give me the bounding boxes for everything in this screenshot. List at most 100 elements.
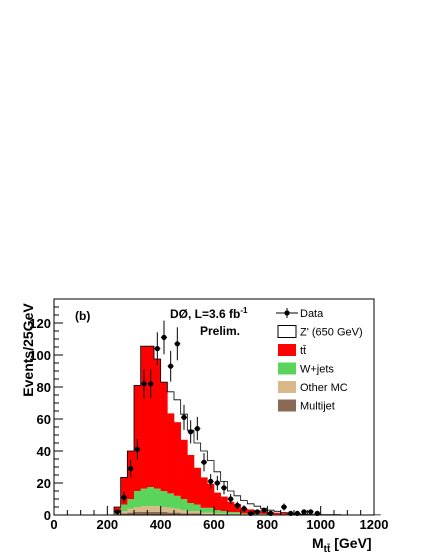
data-point (141, 369, 147, 399)
bar-other-mc (120, 511, 128, 514)
stacked-bars (114, 346, 381, 515)
bar-w-jets (207, 507, 215, 513)
legend-entry: Z' (650 GeV) (277, 325, 363, 339)
x-axis: 0 200 400 600 800 1000 1200 (50, 506, 388, 532)
bar-tt- (174, 422, 181, 496)
bar-tt- (227, 501, 235, 513)
bar-w-jets (194, 504, 201, 511)
legend-entry: Data (276, 308, 324, 320)
bar-other-mc (134, 507, 141, 512)
data-point (201, 453, 207, 472)
bar-other-mc (214, 513, 221, 515)
data-point (234, 501, 241, 510)
y-tick-label: 20 (37, 476, 51, 491)
bar-w-jets (160, 491, 168, 507)
bar-multijet (147, 511, 155, 515)
y-tick-label: 80 (37, 380, 51, 395)
bar-other-mc (227, 513, 235, 515)
data-point (147, 369, 154, 399)
x-tick-label: 1200 (360, 517, 389, 532)
x-tick-label: 200 (96, 517, 118, 532)
bar-multijet (154, 511, 161, 515)
data-point (214, 475, 221, 491)
bar-multijet (180, 513, 188, 515)
legend-label: tt̄ (300, 345, 306, 357)
data-point (241, 505, 247, 512)
bar-w-jets (140, 488, 148, 507)
bar-other-mc (187, 511, 195, 514)
bar-w-jets (147, 487, 155, 507)
y-axis-label: Events/25GeV (20, 303, 36, 397)
bar-tt- (140, 346, 148, 489)
bar-w-jets (214, 510, 221, 514)
bar-tt- (214, 492, 221, 511)
data-point (174, 327, 181, 361)
bar-w-jets (154, 488, 161, 507)
bar-w-jets (220, 511, 228, 514)
bar-tt- (167, 413, 175, 494)
legend-label: Other MC (300, 382, 348, 394)
bar-w-jets (187, 503, 195, 511)
bar-multijet (120, 513, 128, 515)
legend-label: Multijet (300, 401, 335, 413)
bar-tt- (274, 512, 281, 515)
bar-w-jets (180, 499, 188, 511)
panel-label: (b) (75, 309, 90, 323)
bar-other-mc (180, 510, 188, 514)
bar-other-mc (174, 508, 181, 513)
data-point (114, 509, 121, 515)
bar-w-jets (174, 495, 181, 509)
bar-w-jets (134, 491, 141, 507)
data-point (261, 507, 267, 513)
x-tick-label: 1000 (306, 517, 335, 532)
bar-tt- (154, 359, 161, 489)
bar-tt- (180, 439, 188, 499)
x-tick-label: 800 (256, 517, 278, 532)
bar-other-mc (147, 506, 155, 512)
status-label: Prelim. (200, 324, 240, 338)
bar-w-jets (234, 512, 241, 514)
legend-label: W+jets (300, 364, 334, 376)
x-axis-label-unit: [GeV] (330, 535, 371, 551)
y-tick-label: 60 (37, 412, 51, 427)
bar-w-jets (200, 507, 208, 513)
data-point (161, 320, 167, 355)
legend-entry: Multijet (278, 399, 335, 413)
bar-other-mc (194, 511, 201, 514)
data-point (134, 439, 141, 460)
bar-w-jets (120, 504, 128, 511)
bar-multijet (187, 513, 195, 515)
bar-tt- (134, 385, 141, 491)
bar-other-mc (207, 512, 215, 515)
bar-multijet (194, 513, 201, 515)
legend-entry: W+jets (278, 362, 334, 376)
bar-multijet (134, 511, 141, 515)
y-tick-label: 40 (37, 444, 51, 459)
x-axis-label-main: M (312, 535, 324, 551)
bar-multijet (160, 511, 168, 515)
x-tick-label: 400 (150, 517, 172, 532)
data-point (194, 416, 201, 441)
bar-w-jets (167, 493, 175, 508)
x-tick-label: 600 (203, 517, 225, 532)
bar-multijet (127, 512, 135, 515)
bar-other-mc (140, 506, 148, 512)
data-point (207, 474, 214, 489)
bar-multijet (167, 512, 175, 515)
lumi-exponent: -1 (240, 306, 248, 315)
y-tick-label: 120 (29, 316, 51, 331)
bar-w-jets (240, 513, 248, 515)
experiment-text: DØ, L=3.6 fb (170, 307, 240, 321)
legend-label: Z' (650 GeV) (300, 327, 363, 339)
bar-tt- (200, 477, 208, 508)
data-point (127, 459, 134, 478)
bar-tt- (280, 513, 288, 515)
data-point (281, 503, 287, 511)
experiment-label: DØ, L=3.6 fb-1 (170, 306, 248, 321)
legend-label: Data (300, 308, 324, 320)
bar-other-mc (127, 508, 135, 513)
bar-other-mc (220, 513, 228, 515)
bar-tt- (187, 455, 195, 503)
